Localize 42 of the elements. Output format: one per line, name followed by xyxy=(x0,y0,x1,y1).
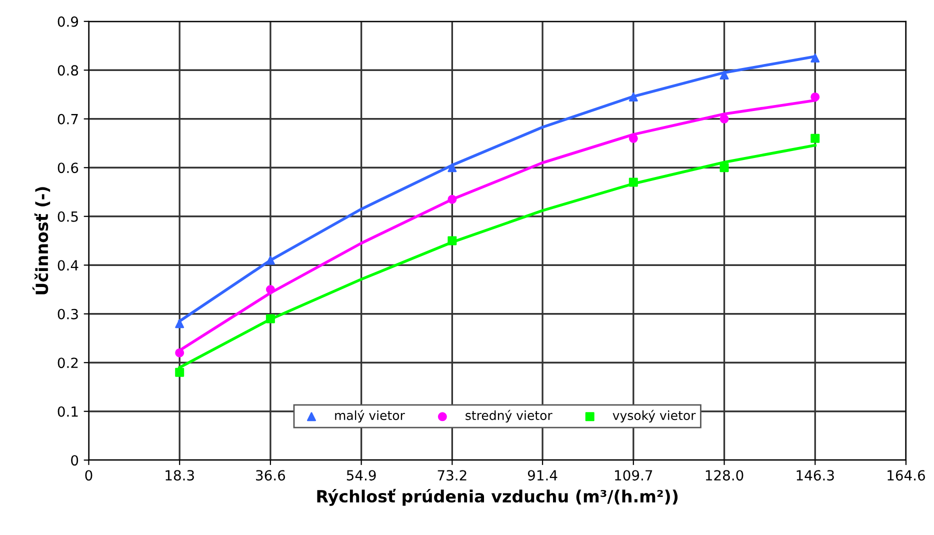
y-tick-label: 0.9 xyxy=(58,16,78,27)
point xyxy=(628,178,638,187)
x-tick-label: 36.6 xyxy=(256,470,286,481)
point xyxy=(720,70,729,80)
point xyxy=(720,114,729,124)
y-tick-label: 0.5 xyxy=(58,211,78,222)
point xyxy=(810,134,820,143)
x-tick-label: 54.9 xyxy=(346,470,376,481)
point xyxy=(628,92,638,102)
x-tick-label: 146.3 xyxy=(796,470,834,481)
x-tick-label: 128.0 xyxy=(706,470,744,481)
x-tick-label: 91.4 xyxy=(528,470,558,481)
point xyxy=(720,163,729,172)
y-tick-label: 0.2 xyxy=(58,358,78,368)
point xyxy=(175,368,184,377)
x-tick-label: 164.6 xyxy=(888,470,925,481)
point xyxy=(266,256,275,265)
point xyxy=(448,194,457,204)
legend-label: vysoký vietor xyxy=(612,410,696,423)
y-tick-label: 0.7 xyxy=(58,114,78,124)
point xyxy=(810,92,820,102)
y-tick-label: 0.4 xyxy=(58,260,78,271)
x-tick-label: 18.3 xyxy=(166,470,194,481)
y-tick-label: 0.1 xyxy=(58,406,78,417)
y-tick-label: 0 xyxy=(71,455,78,466)
point xyxy=(448,163,457,172)
point xyxy=(175,319,184,328)
y-tick-label: 0.6 xyxy=(58,162,78,174)
legend-label: stredný vietor xyxy=(466,410,552,423)
x-tick-label: 0 xyxy=(85,470,92,481)
x-tick-label: 73.2 xyxy=(438,470,466,481)
x-axis-title: Rýchlosť prúdenia vzduchu (m³/(h.m²)) xyxy=(317,488,678,506)
y-tick-label: 0.8 xyxy=(58,65,78,76)
legend-label: malý vietor xyxy=(335,410,405,423)
x-tick-label: 109.7 xyxy=(615,470,652,481)
point xyxy=(810,53,820,62)
point xyxy=(448,236,457,246)
y-tick-label: 0.3 xyxy=(58,308,78,320)
point xyxy=(175,348,184,358)
point xyxy=(266,314,275,324)
y-axis-title: Účinnosť (-) xyxy=(32,187,50,294)
point xyxy=(266,284,275,294)
